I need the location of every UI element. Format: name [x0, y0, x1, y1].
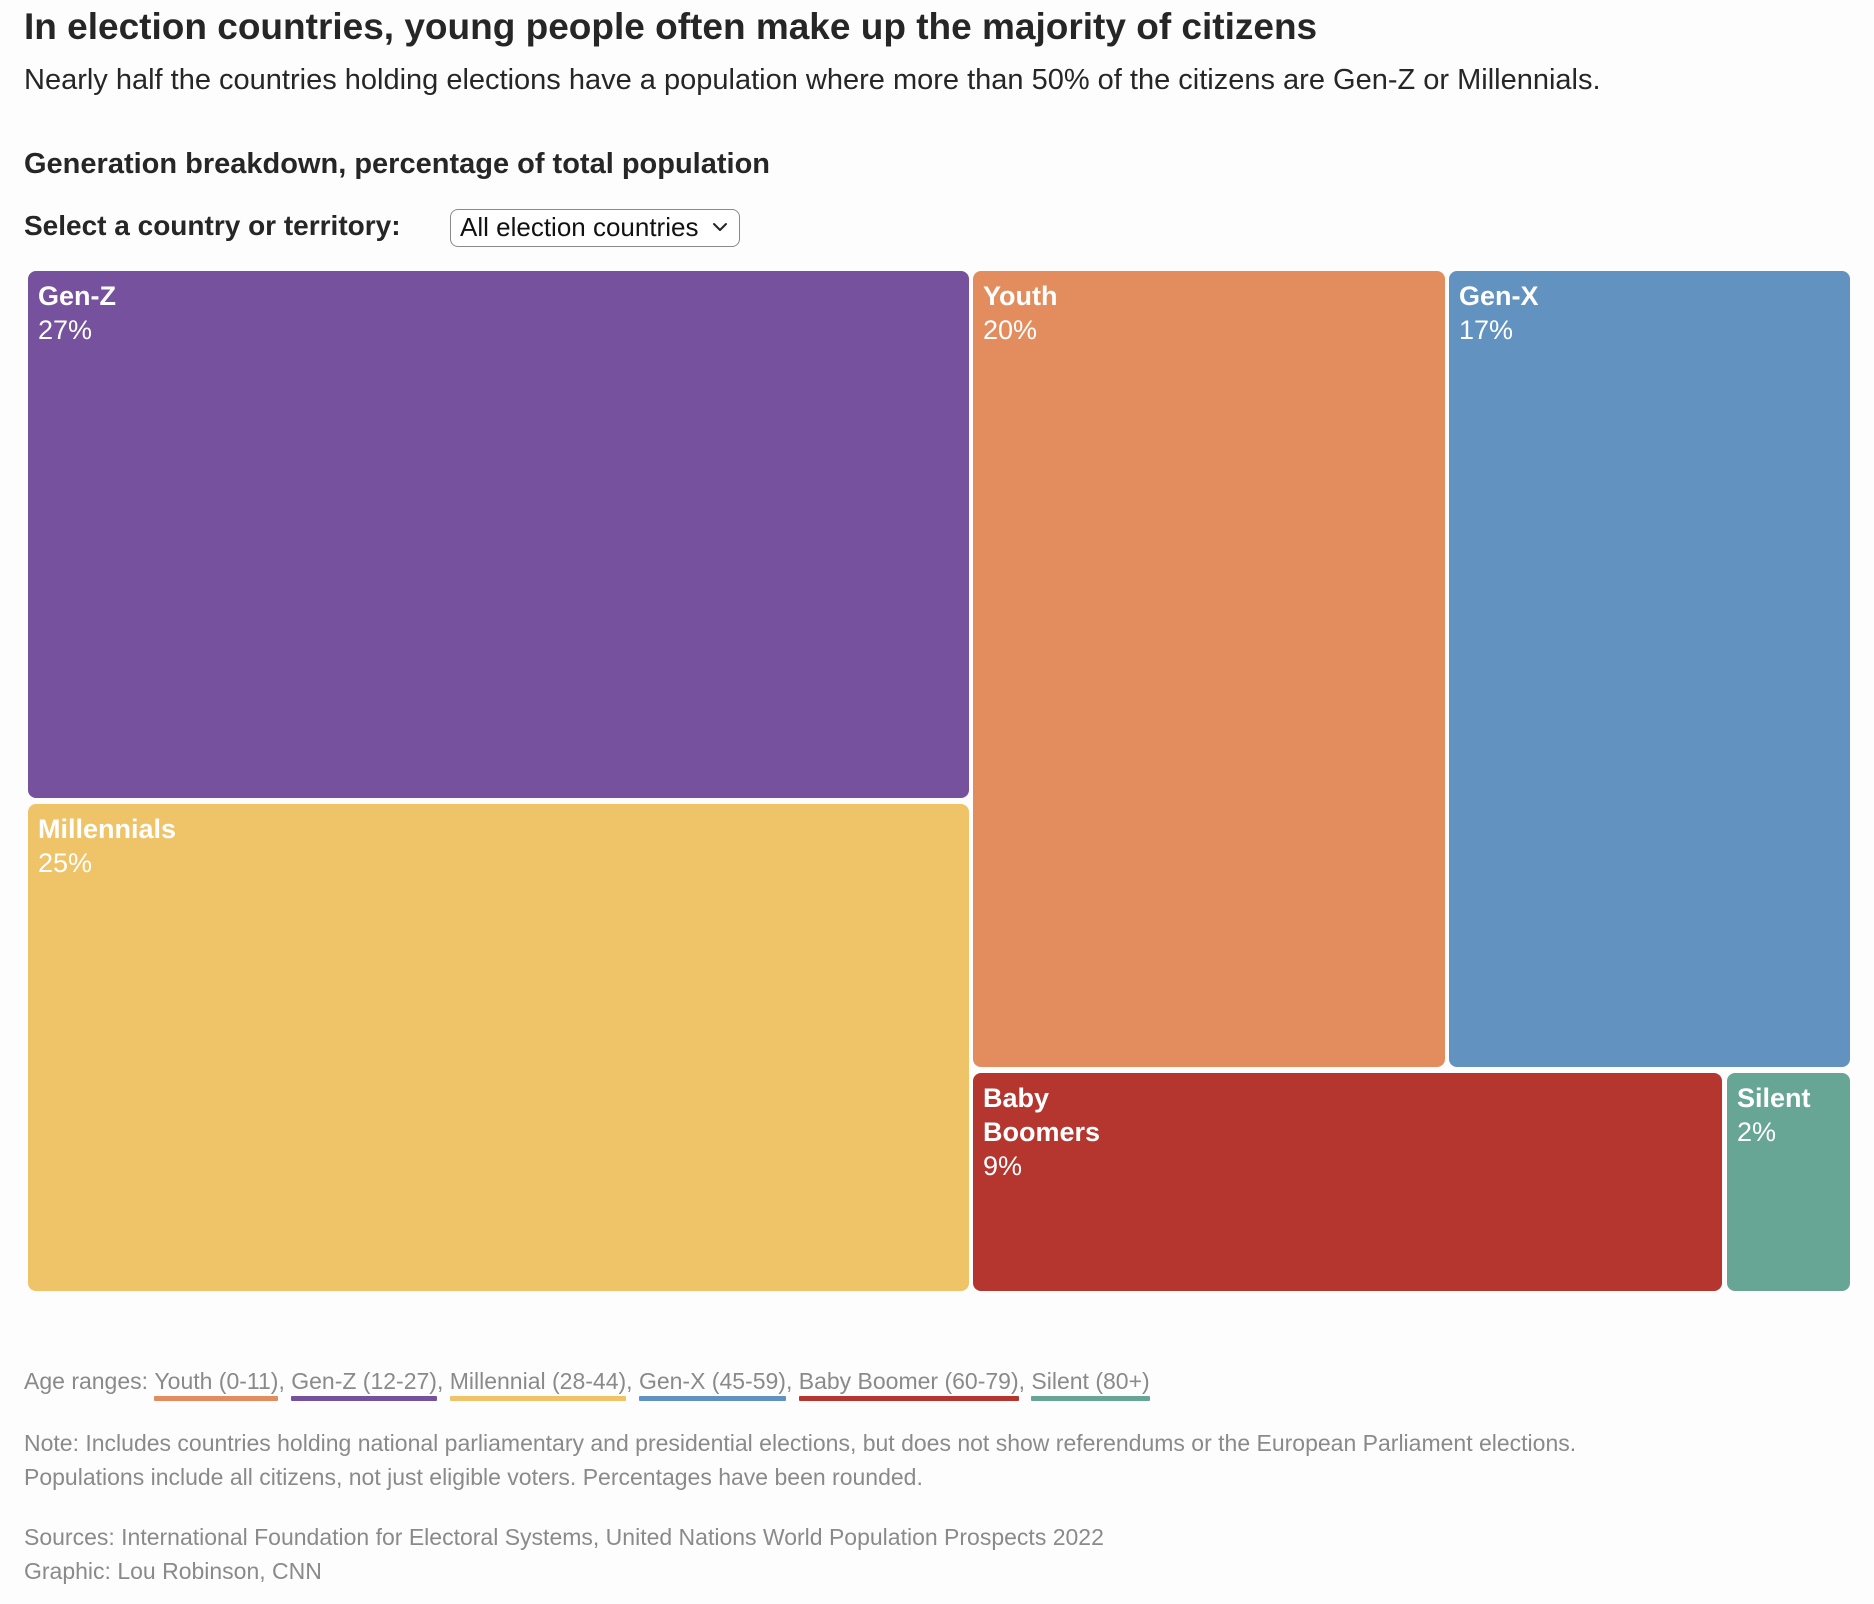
age-range-separator: , [278, 1368, 285, 1394]
treemap-tile-baby-boomers[interactable]: Baby Boomers 9% [973, 1073, 1722, 1291]
treemap-tile-youth[interactable]: Youth 20% [973, 271, 1445, 1067]
age-range-label: Baby Boomer (60-79) [798, 1368, 1019, 1394]
treemap-tile-gen-z[interactable]: Gen-Z 27% [28, 271, 969, 798]
country-select-label: Select a country or territory: [24, 210, 401, 241]
age-range-label: Millennial (28-44) [449, 1368, 627, 1394]
chevron-down-icon [713, 223, 727, 231]
tile-label: Millennials [38, 814, 177, 844]
tile-value: 20% [983, 315, 1038, 345]
note-line-2: Populations include all citizens, not ju… [24, 1464, 923, 1490]
age-range-item: Youth (0-11) [154, 1364, 279, 1401]
age-range-label: Gen-Z (12-27) [291, 1368, 437, 1394]
age-range-separator: , [436, 1368, 444, 1394]
age-ranges-prefix: Age ranges: [24, 1368, 149, 1394]
age-range-label: Silent (80+) [1031, 1368, 1150, 1394]
age-range-underline [1031, 1396, 1150, 1401]
tile-value: 27% [38, 315, 93, 345]
age-range-separator: , [785, 1368, 793, 1394]
age-range-item: Millennial (28-44) [449, 1364, 627, 1401]
age-range-label: Youth (0-11) [154, 1368, 279, 1394]
tile-value: 2% [1737, 1117, 1777, 1147]
age-range-underline [291, 1396, 437, 1401]
age-range-underline [154, 1396, 279, 1401]
tile-label: Baby Boomers [983, 1083, 1101, 1147]
chart-title: In election countries, young people ofte… [24, 6, 1318, 47]
treemap-tile-silent[interactable]: Silent 2% [1727, 1073, 1850, 1291]
age-ranges-legend: Age ranges: Youth (0-11), Gen-Z (12-27),… [24, 1364, 1150, 1401]
tile-label: Gen-X [1459, 281, 1539, 311]
treemap-tile-gen-x[interactable]: Gen-X 17% [1449, 271, 1850, 1067]
sources-text: Sources: International Foundation for El… [24, 1524, 1104, 1550]
chart-heading: Generation breakdown, percentage of tota… [24, 148, 771, 180]
country-select-value: All election countries [460, 212, 699, 242]
tile-label: Gen-Z [38, 281, 116, 311]
tile-label: Silent [1737, 1083, 1811, 1113]
age-range-separator: , [626, 1368, 633, 1394]
age-range-underline [638, 1396, 786, 1401]
age-range-item: Baby Boomer (60-79) [798, 1364, 1019, 1401]
note-line-1: Note: Includes countries holding nationa… [24, 1430, 1577, 1456]
age-range-item: Silent (80+) [1031, 1364, 1150, 1401]
age-range-label: Gen-X (45-59) [638, 1368, 786, 1394]
chart-subtitle: Nearly half the countries holding electi… [24, 64, 1601, 96]
age-range-underline [449, 1396, 627, 1401]
age-range-item: Gen-X (45-59) [638, 1364, 786, 1401]
age-range-item: Gen-Z (12-27) [291, 1364, 437, 1401]
country-select[interactable]: All election countries [450, 209, 740, 247]
age-range-underline [798, 1396, 1019, 1401]
age-range-separator: , [1018, 1368, 1026, 1394]
tile-value: 17% [1459, 315, 1514, 345]
tile-value: 9% [983, 1151, 1023, 1181]
treemap-tile-millennials[interactable]: Millennials 25% [28, 804, 969, 1291]
tile-label: Youth [983, 281, 1058, 311]
tile-value: 25% [38, 848, 93, 878]
credit-text: Graphic: Lou Robinson, CNN [24, 1558, 322, 1584]
